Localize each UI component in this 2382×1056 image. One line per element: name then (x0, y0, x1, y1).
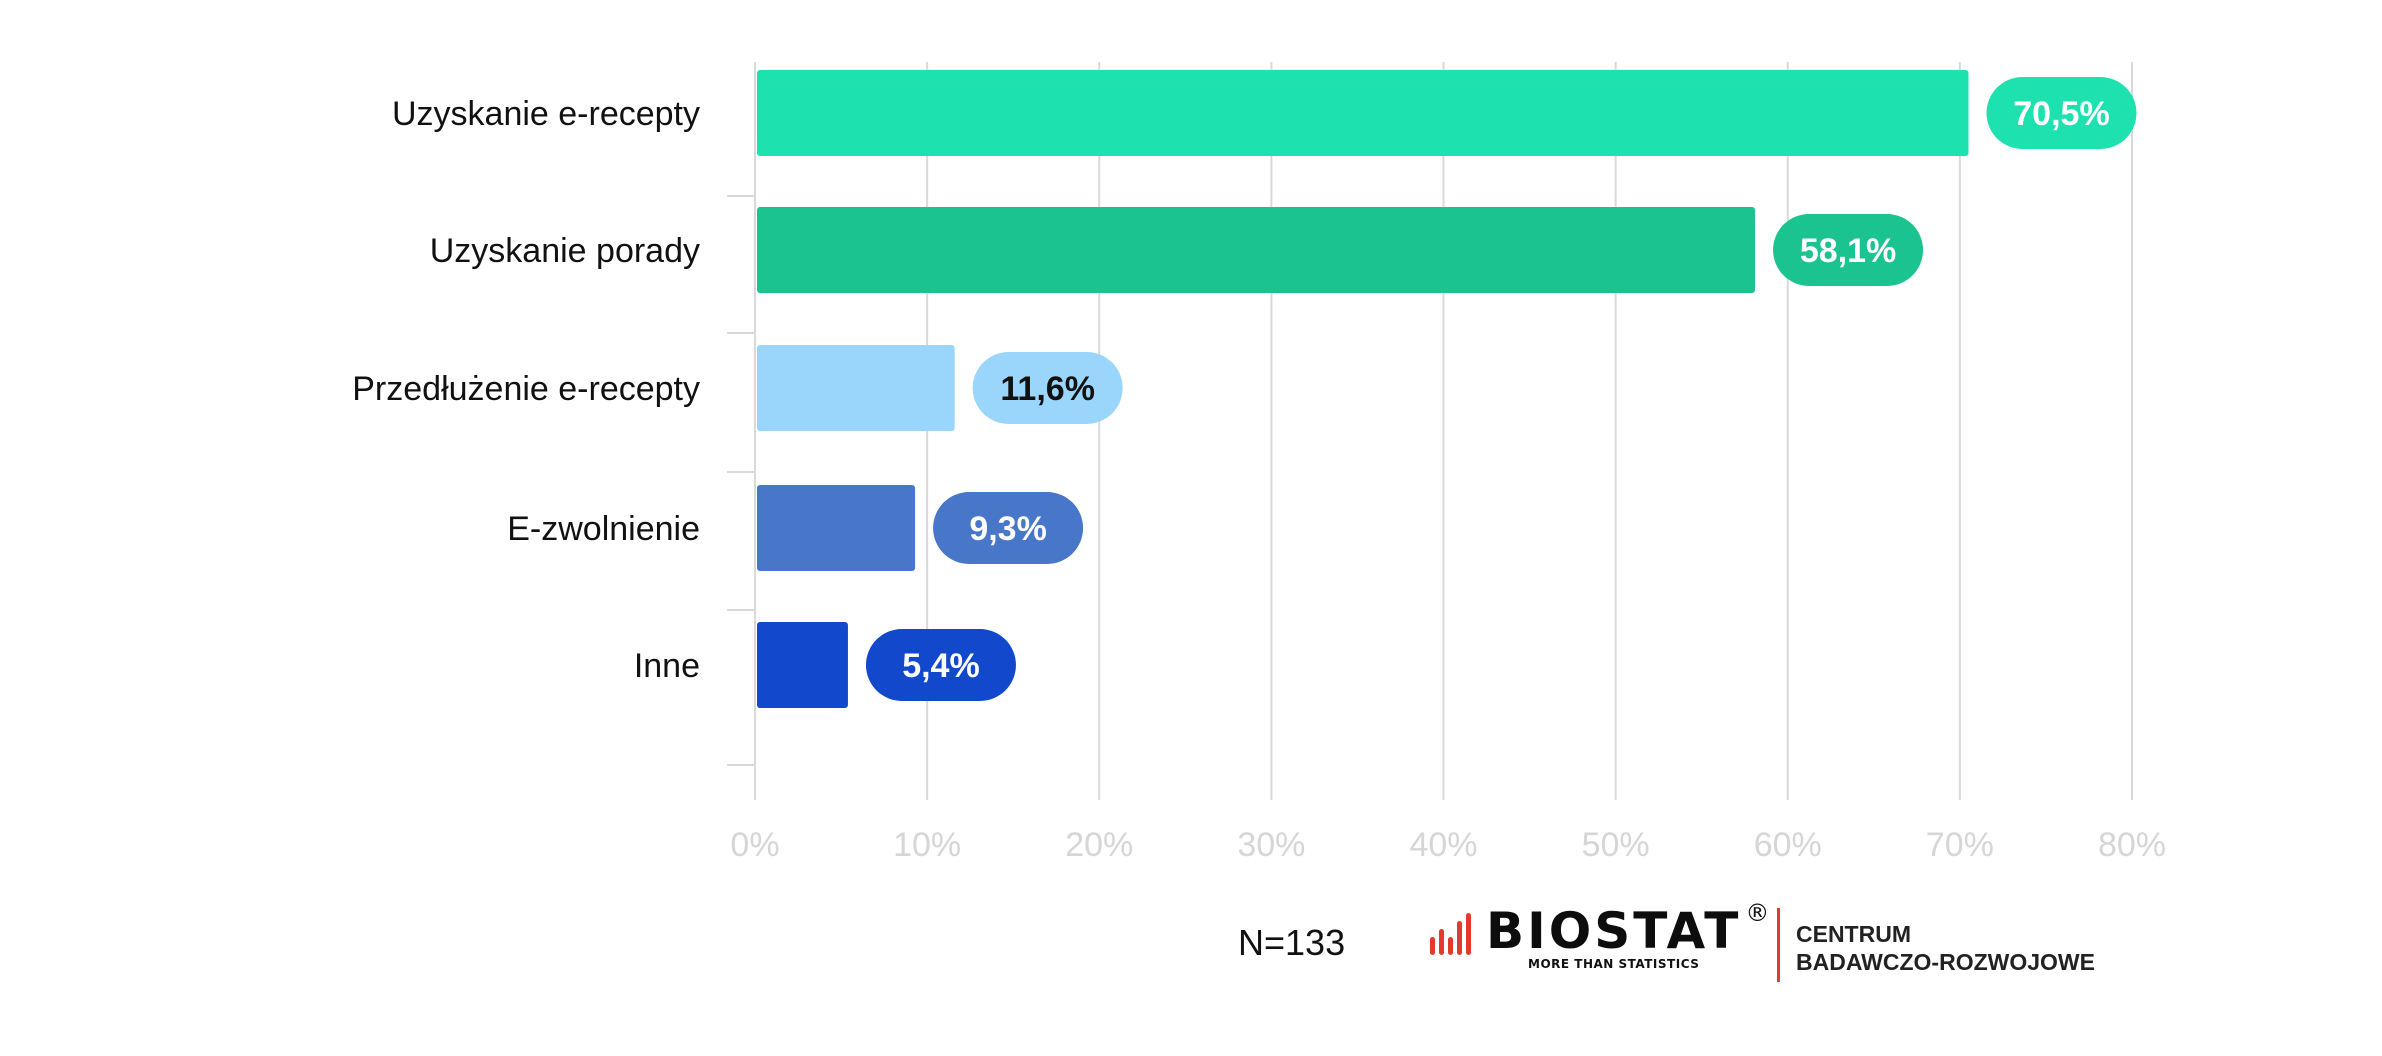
x-tick-label-0: 0% (730, 826, 779, 864)
sample-size: N=133 (1238, 922, 1346, 963)
logo-subtitle-line-2: BADAWCZO-ROZWOJOWE (1796, 949, 2095, 975)
bar-4 (757, 622, 848, 708)
logo-icon-bar-5 (1466, 913, 1471, 955)
bar-1 (757, 207, 1756, 293)
category-label-3: E-zwolnienie (507, 510, 700, 548)
logo-tagline: MORE THAN STATISTICS (1528, 957, 1700, 971)
bar-chart-logo-icon (1430, 913, 1471, 955)
x-tick-label-7: 70% (1926, 826, 1994, 864)
bar-3 (757, 485, 916, 571)
x-tick-label-2: 20% (1065, 826, 1133, 864)
biostat-logo: BIOSTAT MORE THAN STATISTICS ® (1428, 899, 1769, 985)
value-label-pill-3 (933, 492, 1084, 564)
value-label-pill-4 (865, 629, 1016, 701)
logo-icon-bar-3 (1448, 937, 1453, 955)
logo-brand: BIOSTAT (1486, 902, 1742, 960)
value-label-1: 58,1% (1800, 232, 1896, 270)
logo-icon-bar-4 (1457, 921, 1462, 955)
category-labels: Uzyskanie e-recepty Uzyskanie porady Przed… (352, 95, 700, 685)
logo-icon-bar-2 (1439, 929, 1444, 955)
value-label-pill-0 (1986, 77, 2137, 149)
x-tick-label-4: 40% (1409, 826, 1477, 864)
value-labels: 70,5% 58,1% 11,6% 9,3% 5,4% (865, 77, 2137, 701)
x-tick-label-3: 30% (1237, 826, 1305, 864)
x-tick-label-1: 10% (893, 826, 961, 864)
value-label-0: 70,5% (2013, 95, 2109, 133)
logo-text: BIOSTAT MORE THAN STATISTICS (1486, 905, 1741, 971)
registered-mark: ® (1745, 899, 1770, 927)
category-label-1: Uzyskanie porady (430, 232, 700, 270)
x-tick-label-8: 80% (2098, 826, 2166, 864)
logo-subtitle: CENTRUM BADAWCZO-ROZWOJOWE (1796, 920, 2095, 976)
value-label-3: 9,3% (969, 510, 1047, 548)
category-label-0: Uzyskanie e-recepty (392, 95, 700, 133)
value-label-4: 5,4% (902, 647, 980, 685)
value-label-pill-1 (1773, 214, 1924, 286)
logo-subtitle-line-1: CENTRUM (1796, 921, 1911, 947)
logo-icon-bar-1 (1430, 937, 1435, 955)
bars (757, 70, 1969, 708)
bar-0 (757, 70, 1969, 156)
value-label-pill-2 (972, 352, 1123, 424)
category-label-2: Przedłużenie e-recepty (352, 370, 700, 408)
gridlines (727, 62, 2133, 800)
value-label-2: 11,6% (1000, 370, 1095, 408)
logo-divider (1777, 908, 1780, 982)
category-label-4: Inne (634, 647, 700, 685)
x-tick-label-5: 50% (1582, 826, 1650, 864)
x-axis-ticks: 0% 10% 20% 30% 40% 50% 60% 70% 80% (730, 826, 2166, 864)
x-tick-label-6: 60% (1754, 826, 1822, 864)
bar-2 (757, 345, 955, 431)
